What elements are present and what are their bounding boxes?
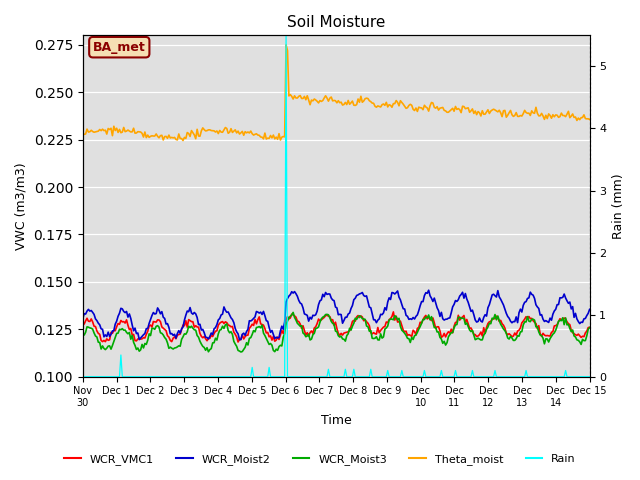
Text: BA_met: BA_met (93, 41, 146, 54)
Legend: WCR_VMC1, WCR_Moist2, WCR_Moist3, Theta_moist, Rain: WCR_VMC1, WCR_Moist2, WCR_Moist3, Theta_… (60, 450, 580, 469)
Y-axis label: VWC (m3/m3): VWC (m3/m3) (15, 162, 28, 250)
Title: Soil Moisture: Soil Moisture (287, 15, 385, 30)
Y-axis label: Rain (mm): Rain (mm) (612, 173, 625, 239)
X-axis label: Time: Time (321, 414, 351, 427)
